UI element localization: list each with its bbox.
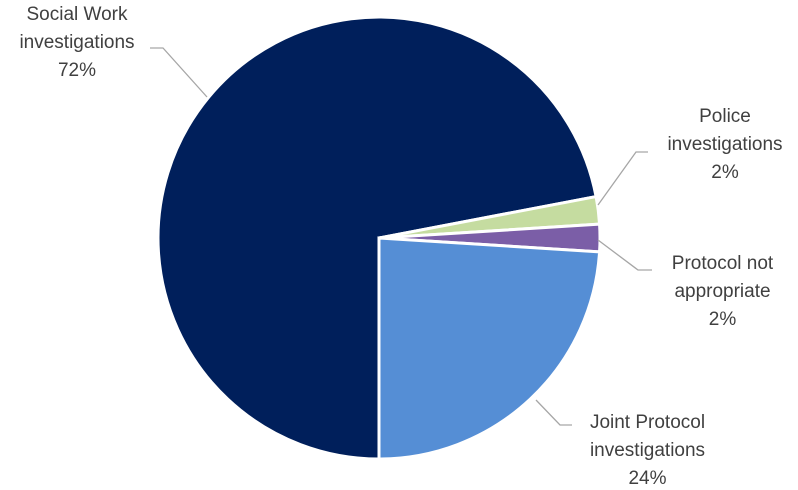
leader-line xyxy=(150,47,208,98)
category-label: Police investigations xyxy=(667,106,783,155)
data-label: Protocol not appropriate 2% xyxy=(655,250,790,334)
pie-slice xyxy=(377,236,602,461)
category-label: Social Work investigations xyxy=(19,4,135,53)
data-label: Police investigations 2% xyxy=(640,103,798,187)
data-label: Joint Protocol investigations 24% xyxy=(570,409,725,490)
value-label: 72% xyxy=(57,60,97,81)
leader-line xyxy=(597,151,648,206)
leader-line xyxy=(535,399,572,426)
category-label: Joint Protocol investigations xyxy=(589,412,706,461)
pie-slice xyxy=(156,15,598,461)
value-label: 2% xyxy=(708,309,737,330)
category-label: Protocol not appropriate xyxy=(671,253,774,302)
leader-line xyxy=(597,239,652,271)
value-label: 24% xyxy=(628,468,667,489)
data-label: Social Work investigations 72% xyxy=(2,1,152,85)
value-label: 2% xyxy=(711,162,739,183)
